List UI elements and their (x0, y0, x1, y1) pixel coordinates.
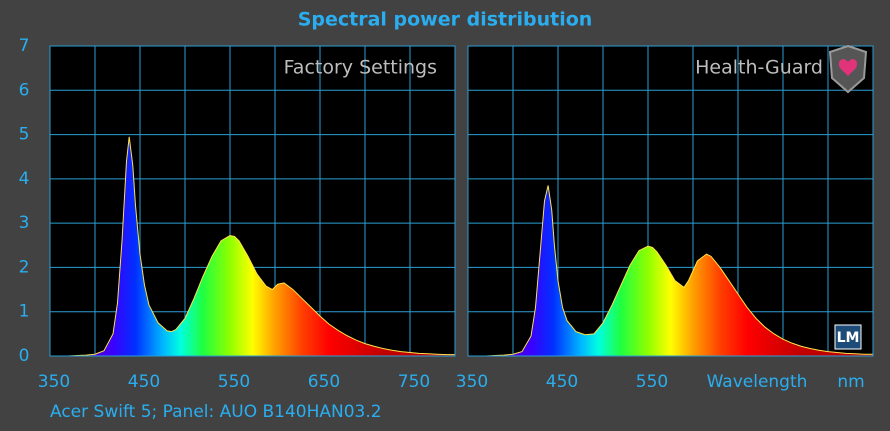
plots: 350 450 550 650 750 0 1 2 3 4 5 6 7 Factory Settings 3… (19, 36, 874, 392)
footer: Acer Swift 5; Panel: AUO B140HAN03.2 (50, 402, 382, 422)
annotation: Factory Settings (284, 57, 437, 79)
logo: LM (834, 324, 862, 350)
annotation: Health-Guard (695, 57, 823, 79)
spectrum-area (50, 136, 455, 356)
x-tick-label: 450 (128, 372, 160, 392)
y-tick-label: 5 (19, 125, 30, 145)
y-tick-label: 0 (19, 346, 30, 366)
x-tick-label: 450 (546, 372, 578, 392)
y-tick-label: 4 (19, 169, 30, 189)
y-tick-label: 2 (19, 257, 30, 277)
plot-border (49, 45, 456, 357)
y-tick-label: 7 (19, 36, 30, 56)
y-tick-label: 6 (19, 80, 30, 100)
chart-title: Spectral power distribution (298, 9, 593, 31)
shield-icon (828, 44, 868, 94)
y-tick-label: 1 (19, 302, 30, 322)
logo-text: LM (837, 330, 860, 346)
x-tick-label: 550 (218, 372, 250, 392)
x-tick-label: 650 (308, 372, 340, 392)
spectrum-area (468, 185, 873, 356)
spectrum-line (50, 136, 455, 357)
x-axis-label: Wavelength (707, 372, 808, 392)
plot-border (467, 45, 874, 357)
y-tick-label: 3 (19, 213, 30, 233)
x-tick-label: 750 (398, 372, 430, 392)
x-tick-label: 350 (38, 372, 70, 392)
x-tick-label: 550 (636, 372, 668, 392)
spectrum-line (468, 185, 873, 357)
x-axis-unit: nm (837, 372, 864, 392)
x-tick-label: 350 (456, 372, 488, 392)
